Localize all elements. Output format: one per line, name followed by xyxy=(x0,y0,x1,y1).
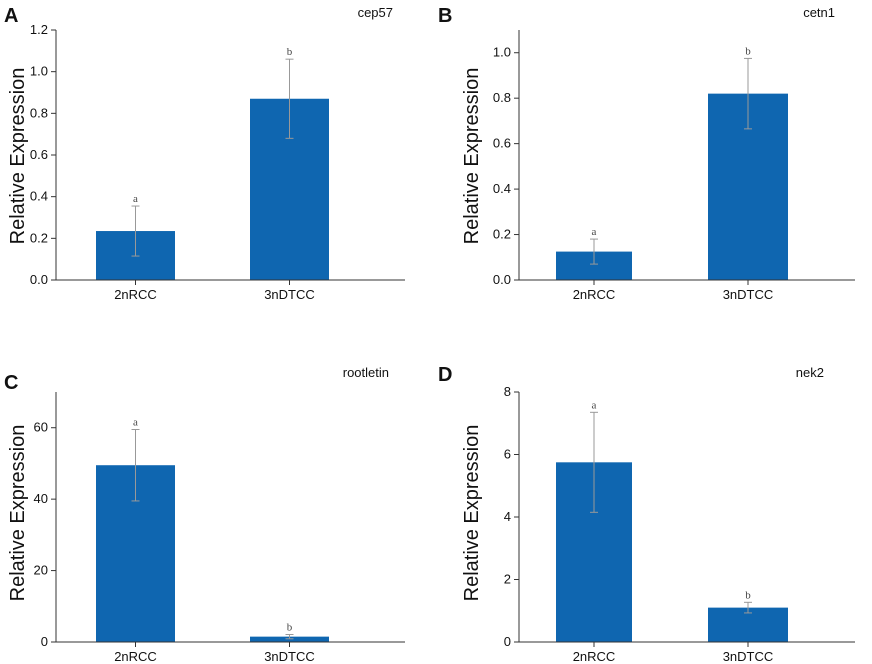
y-tick-label: 0.0 xyxy=(30,272,48,287)
y-tick-label: 0 xyxy=(41,634,48,649)
y-tick-label: 60 xyxy=(34,420,48,435)
significance-label: a xyxy=(133,193,138,205)
y-axis-label: Relative Expression xyxy=(461,425,483,602)
chart-title: cep57 xyxy=(358,5,393,20)
y-axis-label: Relative Expression xyxy=(461,68,483,245)
y-tick-label: 0.6 xyxy=(493,136,511,151)
y-tick-label: 1.0 xyxy=(30,64,48,79)
chart-title: rootletin xyxy=(343,365,389,380)
panel-letter: C xyxy=(4,372,18,394)
significance-label: b xyxy=(745,589,751,601)
significance-label: b xyxy=(745,45,751,57)
x-tick-label: 3nDTCC xyxy=(723,649,774,664)
y-tick-label: 1.0 xyxy=(493,45,511,60)
y-tick-label: 8 xyxy=(504,384,511,399)
x-tick-label: 3nDTCC xyxy=(264,649,315,664)
y-tick-label: 40 xyxy=(34,491,48,506)
y-tick-label: 0.8 xyxy=(493,90,511,105)
x-tick-label: 2nRCC xyxy=(573,649,616,664)
y-axis-label: Relative Expression xyxy=(7,68,29,245)
y-tick-label: 0.2 xyxy=(30,230,48,245)
y-axis-label: Relative Expression xyxy=(7,425,29,602)
y-tick-label: 0 xyxy=(504,634,511,649)
panel-letter: D xyxy=(438,364,452,386)
x-tick-label: 3nDTCC xyxy=(264,287,315,302)
significance-label: a xyxy=(592,226,597,238)
significance-label: a xyxy=(133,417,138,429)
y-tick-label: 20 xyxy=(34,563,48,578)
chart-title: nek2 xyxy=(796,365,824,380)
bar-3ndtcc xyxy=(250,636,329,642)
panel-letter: A xyxy=(4,5,18,27)
x-tick-label: 3nDTCC xyxy=(723,287,774,302)
y-tick-label: 6 xyxy=(504,447,511,462)
y-tick-label: 0.4 xyxy=(493,181,511,196)
y-tick-label: 0.4 xyxy=(30,189,48,204)
significance-label: b xyxy=(287,46,293,58)
y-tick-label: 0.2 xyxy=(493,227,511,242)
panel-letter: B xyxy=(438,5,452,27)
x-tick-label: 2nRCC xyxy=(573,287,616,302)
y-tick-label: 2 xyxy=(504,572,511,587)
significance-label: a xyxy=(592,399,597,411)
x-tick-label: 2nRCC xyxy=(114,649,157,664)
x-tick-label: 2nRCC xyxy=(114,287,157,302)
significance-label: b xyxy=(287,622,293,634)
y-tick-label: 0.8 xyxy=(30,105,48,120)
y-tick-label: 1.2 xyxy=(30,22,48,37)
y-tick-label: 4 xyxy=(504,509,511,524)
y-tick-label: 0.0 xyxy=(493,272,511,287)
y-tick-label: 0.6 xyxy=(30,147,48,162)
chart-title: cetn1 xyxy=(803,5,835,20)
